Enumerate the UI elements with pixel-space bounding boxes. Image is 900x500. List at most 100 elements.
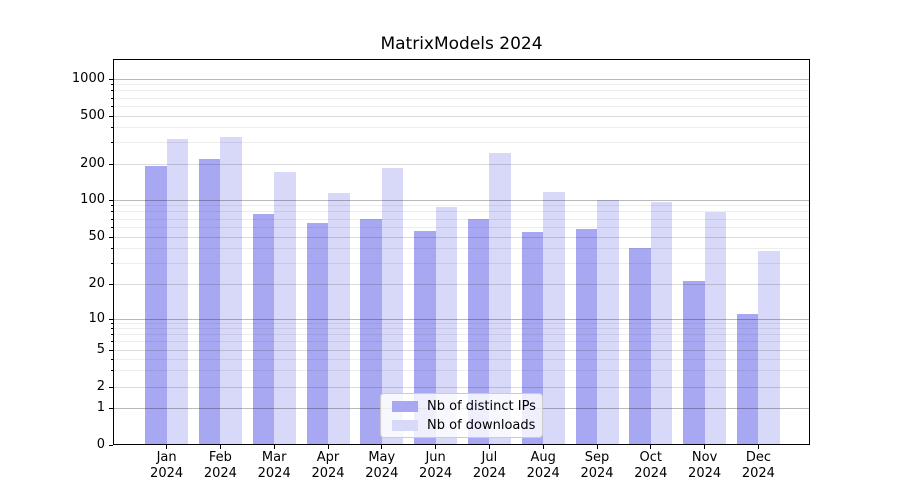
bar-downloads-apr [328, 192, 350, 445]
y-tick-label-1: 1 [96, 400, 105, 415]
y-tick-mark [109, 236, 113, 238]
y-minor-tick-mark [110, 127, 113, 129]
x-tick-label-line: 2024 [688, 466, 722, 481]
y-tick-label-5: 5 [96, 342, 105, 357]
minor-gridline-3 [113, 370, 810, 372]
x-tick-mark [596, 445, 598, 449]
x-tick-label-line: 2024 [419, 466, 453, 481]
bar-distinct-ips-feb [198, 158, 221, 445]
y-minor-tick-mark [110, 97, 113, 99]
y-tick-label-2: 2 [96, 379, 105, 394]
x-tick-label-line: 2024 [634, 466, 668, 481]
x-tick-label-line: Aug [530, 450, 556, 465]
x-tick-label-sep: Sep 2024 [567, 450, 627, 482]
legend-label: Nb of downloads [427, 417, 536, 433]
x-tick-mark [488, 445, 490, 449]
bar-distinct-ips-mar [252, 213, 275, 445]
x-tick-label-feb: Feb 2024 [190, 450, 250, 482]
bar-downloads-may [381, 167, 404, 445]
y-tick-mark [109, 163, 113, 165]
x-tick-label-line: 2024 [472, 466, 506, 481]
gridline-500 [113, 115, 810, 117]
x-tick-mark [219, 445, 221, 449]
minor-gridline-400 [113, 127, 810, 129]
minor-gridline-30 [113, 262, 810, 264]
y-tick-mark [109, 407, 113, 409]
x-tick-mark [704, 445, 706, 449]
x-tick-label-line: May [368, 450, 396, 465]
x-tick-label-line: 2024 [365, 466, 399, 481]
y-tick-label-500: 500 [80, 108, 105, 123]
bar-downloads-jul [489, 153, 511, 445]
y-minor-tick-mark [110, 358, 113, 360]
y-minor-tick-mark [110, 105, 113, 107]
x-tick-label-aug: Aug 2024 [513, 450, 573, 482]
gridline-100 [113, 199, 810, 201]
y-tick-label-0: 0 [96, 437, 105, 452]
gridline-5 [113, 349, 810, 351]
bar-distinct-ips-sep [575, 229, 597, 445]
y-minor-tick-mark [110, 211, 113, 213]
x-tick-label-jan: Jan 2024 [137, 450, 197, 482]
minor-gridline-40 [113, 247, 810, 249]
gridline-200 [113, 163, 810, 165]
x-tick-mark [166, 445, 168, 449]
y-tick-label-20: 20 [88, 276, 105, 291]
x-tick-label-line: Oct [639, 450, 663, 465]
x-tick-label-jun: Jun 2024 [406, 450, 466, 482]
y-tick-mark [109, 386, 113, 388]
bar-distinct-ips-jun [414, 230, 436, 445]
minor-gridline-8 [113, 328, 810, 330]
y-minor-tick-mark [110, 226, 113, 228]
minor-gridline-70 [113, 218, 810, 220]
gridline-1000 [113, 78, 810, 80]
x-tick-label-mar: Mar 2024 [244, 450, 304, 482]
bar-distinct-ips-jul [467, 219, 490, 445]
y-minor-tick-mark [110, 84, 113, 86]
bar-distinct-ips-oct [629, 248, 651, 445]
x-tick-mark [757, 445, 759, 449]
chart-title: MatrixModels 2024 [380, 34, 543, 54]
x-tick-label-line: Jul [481, 450, 498, 465]
y-minor-tick-mark [110, 341, 113, 343]
x-tick-label-may: May 2024 [352, 450, 412, 482]
gridline-50 [113, 236, 810, 238]
x-tick-label-line: 2024 [741, 466, 775, 481]
legend-item: Nb of downloads [389, 417, 536, 433]
x-tick-label-line: Mar [261, 450, 287, 465]
x-tick-mark [327, 445, 329, 449]
x-tick-label-oct: Oct 2024 [621, 450, 681, 482]
x-tick-label-line: Sep [584, 450, 610, 465]
x-tick-mark [381, 445, 383, 449]
y-tick-mark [109, 115, 113, 117]
y-tick-mark [109, 283, 113, 285]
y-minor-tick-mark [110, 218, 113, 220]
y-minor-tick-mark [110, 247, 113, 249]
minor-gridline-80 [113, 211, 810, 213]
y-tick-mark [109, 349, 113, 351]
x-tick-mark [542, 445, 544, 449]
bar-distinct-ips-dec [736, 314, 759, 445]
x-tick-mark [650, 445, 652, 449]
bar-distinct-ips-apr [306, 222, 328, 445]
y-tick-label-100: 100 [80, 192, 105, 207]
minor-gridline-7 [113, 334, 810, 336]
y-minor-tick-mark [110, 370, 113, 372]
y-minor-tick-mark [110, 328, 113, 330]
x-tick-label-line: Jan [156, 450, 177, 465]
x-tick-mark [273, 445, 275, 449]
x-tick-label-line: Jun [425, 450, 446, 465]
minor-gridline-6 [113, 341, 810, 343]
minor-gridline-4 [113, 358, 810, 360]
minor-gridline-600 [113, 105, 810, 107]
legend-label: Nb of distinct IPs [427, 398, 536, 414]
bar-downloads-mar [274, 171, 296, 445]
minor-gridline-900 [113, 84, 810, 86]
gridline-2 [113, 386, 810, 388]
legend: Nb of distinct IPs Nb of downloads [380, 393, 543, 438]
bar-distinct-ips-jan [145, 165, 167, 445]
bar-distinct-ips-aug [521, 231, 544, 445]
bar-downloads-dec [758, 251, 780, 445]
y-minor-tick-mark [110, 142, 113, 144]
